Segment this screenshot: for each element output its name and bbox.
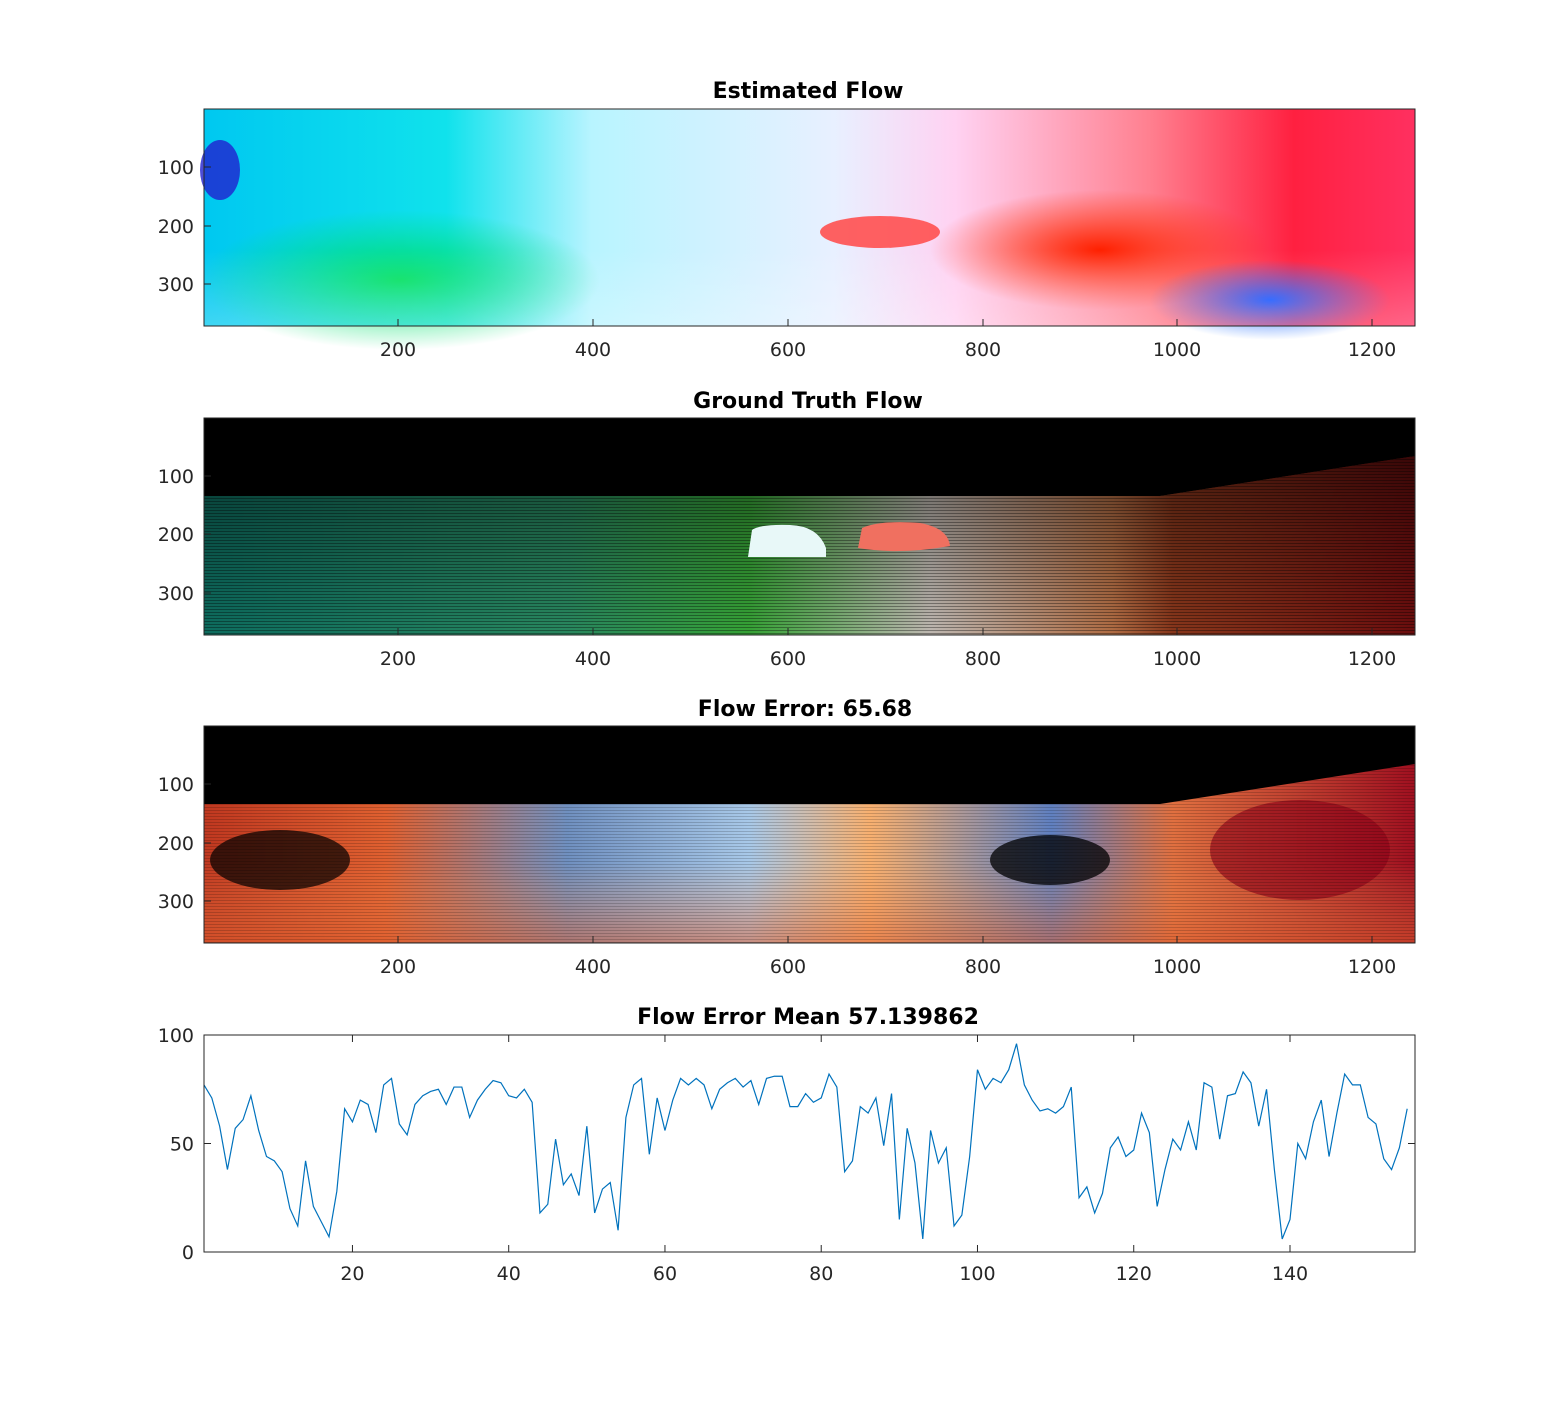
x-tick-label: 600 — [770, 648, 806, 670]
x-tick-label: 20 — [340, 1263, 364, 1285]
plot-area — [204, 1035, 1415, 1252]
panel-title: Ground Truth Flow — [693, 389, 923, 414]
y-tick-label: 50 — [170, 1134, 194, 1156]
y-tick-label: 200 — [158, 524, 194, 546]
x-tick-label: 400 — [575, 648, 611, 670]
y-tick-label: 100 — [158, 774, 194, 796]
x-tick-label: 400 — [575, 339, 611, 361]
y-tick-label: 300 — [158, 891, 194, 913]
x-tick-label: 80 — [809, 1263, 833, 1285]
x-tick-label: 1200 — [1348, 339, 1396, 361]
x-tick-label: 1200 — [1348, 648, 1396, 670]
x-axis: 200 400 600 800 1000 1200 — [380, 628, 1396, 670]
x-axis: 20 40 60 80 100 120 140 — [340, 1035, 1308, 1285]
x-tick-label: 120 — [1116, 1263, 1152, 1285]
x-tick-label: 1000 — [1153, 339, 1201, 361]
y-tick-label: 300 — [158, 274, 194, 296]
y-tick-label: 300 — [158, 583, 194, 605]
x-tick-label: 800 — [965, 339, 1001, 361]
x-tick-label: 1000 — [1153, 956, 1201, 978]
flow-image — [200, 109, 1415, 350]
panel-ground-truth-flow: Ground Truth Flow 200 400 600 800 1000 1… — [158, 389, 1416, 670]
panel-title: Estimated Flow — [713, 79, 904, 104]
x-tick-label: 200 — [380, 648, 416, 670]
y-tick-label: 100 — [158, 466, 194, 488]
y-tick-label: 100 — [158, 1025, 194, 1047]
x-axis: 200 400 600 800 1000 1200 — [380, 936, 1396, 978]
panel-flow-error: Flow Error: 65.68 200 400 600 800 1000 1… — [158, 697, 1416, 978]
x-tick-label: 600 — [770, 339, 806, 361]
y-axis: 100 200 300 — [158, 157, 211, 296]
series-line — [203, 1043, 1408, 1240]
y-axis: 0 50 100 — [158, 1025, 1415, 1264]
y-tick-label: 100 — [158, 157, 194, 179]
y-axis: 100 200 300 — [158, 466, 211, 605]
x-tick-label: 60 — [653, 1263, 677, 1285]
axes-frame — [203, 108, 1416, 327]
x-tick-label: 140 — [1272, 1263, 1308, 1285]
y-tick-label: 0 — [182, 1242, 194, 1264]
x-tick-label: 800 — [965, 648, 1001, 670]
axes-frame — [203, 417, 1416, 636]
x-tick-label: 100 — [959, 1263, 995, 1285]
x-tick-label: 600 — [770, 956, 806, 978]
panel-estimated-flow: Estimated Flow 200 400 600 800 1000 1200 — [158, 79, 1416, 361]
x-tick-label: 1200 — [1348, 956, 1396, 978]
axes-frame — [203, 725, 1416, 944]
x-tick-label: 200 — [380, 956, 416, 978]
flow-image — [204, 418, 1415, 635]
x-tick-label: 40 — [497, 1263, 521, 1285]
panel-flow-error-mean: Flow Error Mean 57.139862 20 40 60 80 10… — [158, 1005, 1416, 1285]
panel-title: Flow Error: 65.68 — [698, 697, 912, 722]
x-axis: 200 400 600 800 1000 1200 — [380, 319, 1396, 361]
y-axis: 100 200 300 — [158, 774, 211, 913]
line-series — [203, 1043, 1408, 1240]
y-tick-label: 200 — [158, 216, 194, 238]
error-image — [204, 726, 1415, 943]
x-tick-label: 800 — [965, 956, 1001, 978]
x-tick-label: 1000 — [1153, 648, 1201, 670]
panel-title: Flow Error Mean 57.139862 — [637, 1005, 979, 1030]
x-tick-label: 200 — [380, 339, 416, 361]
y-tick-label: 200 — [158, 833, 194, 855]
x-tick-label: 400 — [575, 956, 611, 978]
